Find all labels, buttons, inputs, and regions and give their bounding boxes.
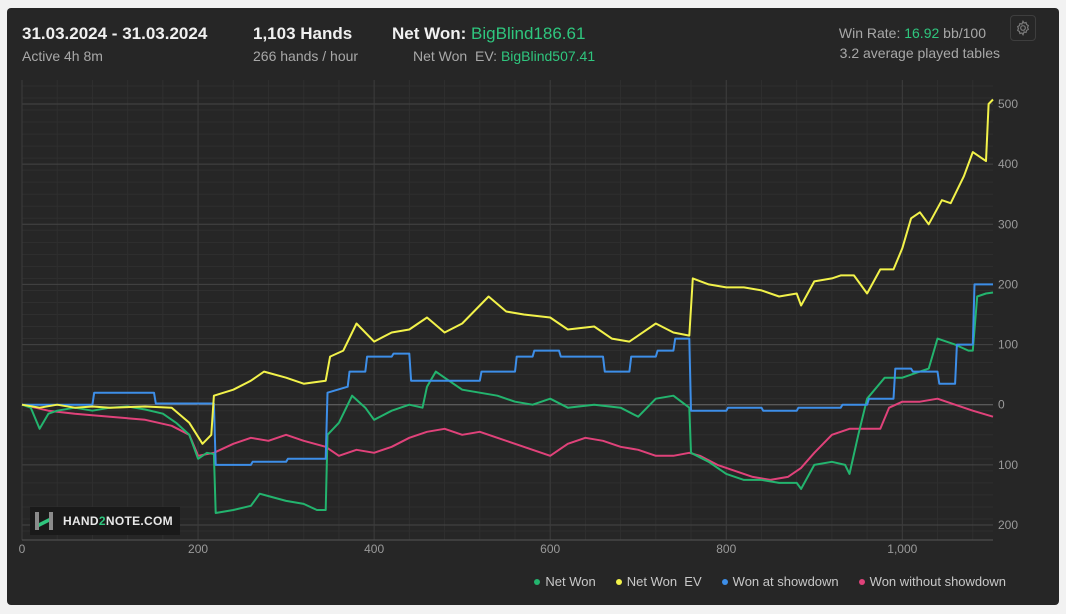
gear-icon	[1016, 20, 1030, 36]
win-rate: Win Rate: 16.92 bb/100	[839, 25, 986, 41]
y-tick-label: 400	[998, 157, 1018, 171]
hand2note-logo: HAND2NOTE.COM	[30, 507, 180, 535]
legend-item[interactable]: Net Won EV	[615, 574, 702, 589]
legend-item[interactable]: Won without showdown	[858, 574, 1006, 589]
active-time: Active 4h 8m	[22, 48, 103, 64]
logo-text: HAND2NOTE.COM	[63, 514, 173, 528]
chart-panel	[7, 8, 1059, 605]
y-tick-label: 200	[998, 518, 1018, 532]
net-won-ev-value: BigBlind507.41	[500, 48, 596, 64]
series-line-won-without-showdown	[21, 397, 994, 481]
net-won-ev-label: Net Won EV:	[413, 48, 498, 64]
net-won-ev: Net Won EV: BigBlind507.41	[413, 48, 595, 64]
legend-item[interactable]: Net Won	[534, 574, 596, 589]
win-rate-unit: bb/100	[943, 25, 986, 41]
legend-label: Net Won EV	[626, 574, 702, 589]
legend-label: Won at showdown	[732, 574, 839, 589]
x-tick-label: 0	[19, 542, 26, 556]
date-range: 31.03.2024 - 31.03.2024	[22, 24, 208, 43]
win-rate-label: Win Rate:	[838, 25, 901, 41]
x-tick-label: 600	[540, 542, 560, 556]
series-line-net-won	[21, 291, 994, 514]
hands-count: 1,103 Hands	[253, 24, 353, 43]
x-tick-label: 200	[188, 542, 208, 556]
legend-dot-icon	[615, 578, 622, 585]
settings-button[interactable]	[1010, 15, 1036, 41]
x-tick-label: 800	[716, 542, 736, 556]
win-rate-value: 16.92	[904, 25, 940, 41]
avg-tables: 3.2 average played tables	[839, 45, 1000, 61]
legend-dot-icon	[858, 578, 865, 585]
series-line-net-won-ev	[21, 98, 994, 445]
x-tick-label: 1,000	[887, 542, 917, 556]
legend-item[interactable]: Won at showdown	[721, 574, 839, 589]
net-won-label: Net Won:	[392, 24, 467, 43]
series-line-won-at-showdown	[22, 283, 993, 466]
y-tick-label: 500	[998, 97, 1018, 111]
hands-per-hour: 266 hands / hour	[253, 48, 359, 64]
legend-dot-icon	[721, 578, 728, 585]
net-won: Net Won: BigBlind186.61	[392, 24, 585, 44]
y-tick-label: 100	[998, 458, 1018, 472]
h-logo-icon	[35, 512, 53, 530]
grid	[21, 80, 993, 541]
legend-label: Net Won	[545, 574, 596, 589]
y-axis: 500 400 300 200 100 0 100 200	[998, 97, 1018, 532]
x-axis: 0 200 400 600 800 1,000	[19, 542, 918, 556]
y-tick-label: 300	[998, 217, 1018, 231]
net-won-value: BigBlind186.61	[471, 24, 586, 43]
x-tick-label: 400	[364, 542, 384, 556]
y-tick-label: 100	[998, 338, 1018, 352]
legend-dot-icon	[534, 578, 541, 585]
series-lines	[21, 98, 994, 514]
y-tick-label: 200	[998, 277, 1018, 291]
y-tick-label: 0	[998, 398, 1005, 412]
legend-label: Won without showdown	[869, 574, 1006, 589]
legend: Net Won Net Won EV Won at showdown Won with…	[534, 574, 1006, 589]
